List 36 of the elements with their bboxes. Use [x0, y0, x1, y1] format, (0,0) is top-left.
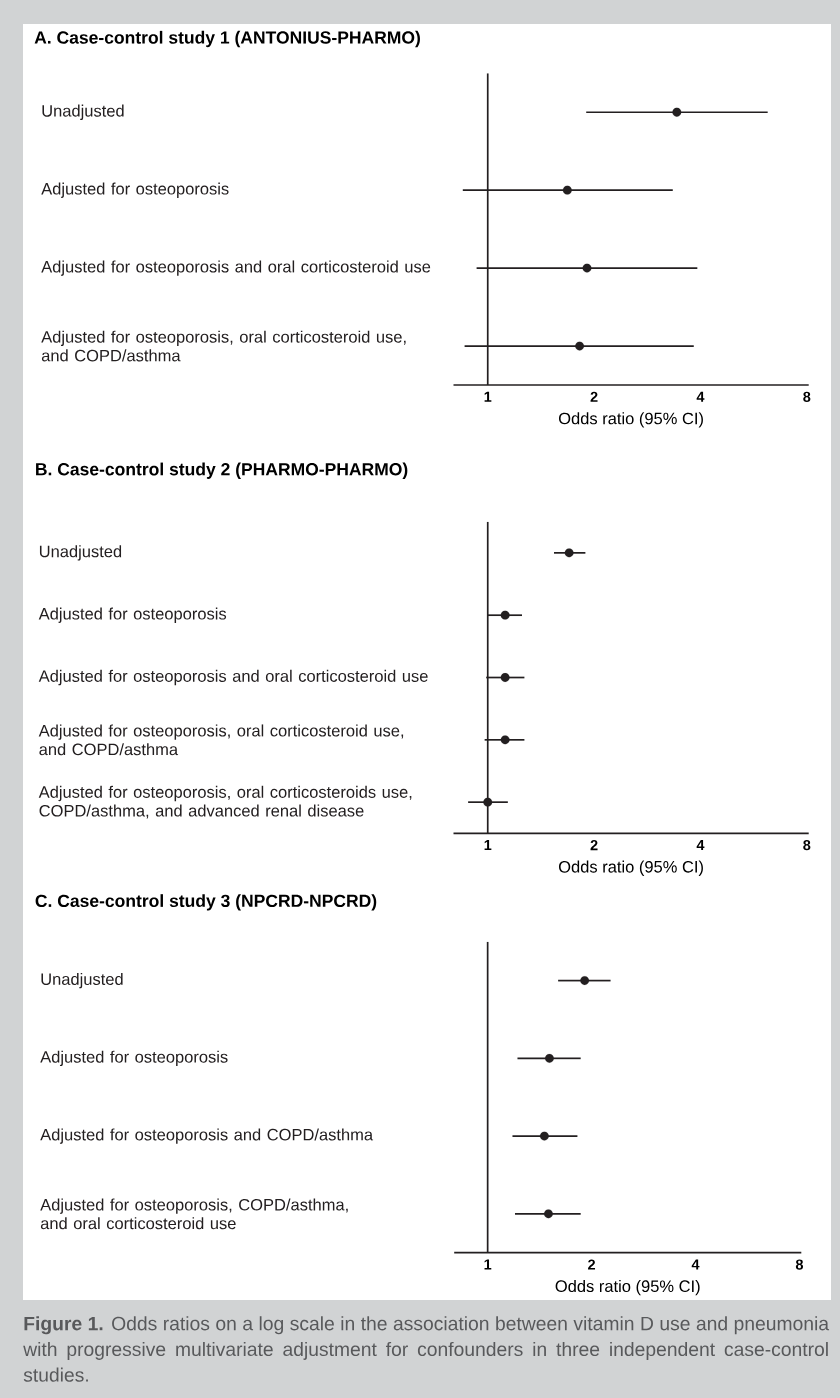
y-tick-label: Unadjusted	[39, 545, 122, 561]
text: A. Case-control study 1 (ANTONIUS-PHARMO)	[34, 30, 420, 48]
y-tick-label: Adjusted for osteoporosis	[40, 1050, 228, 1067]
y-tick-label: Adjusted for osteoporosis, COPD/asthma, and oral corticosteroid use	[40, 1198, 348, 1230]
y-tick-label: Adjusted for osteoporosis	[38, 607, 227, 623]
x-axis-title: Odds ratio (95% CI)	[558, 412, 703, 428]
x-tick-label: 1	[484, 1259, 492, 1270]
text: Figure 1. Odds ratios on a log scale in the association between vitamin D use and pneumonia with progressive multivariate adjustment for confounders in three independent case-control studies.	[23, 1316, 830, 1382]
point	[544, 1053, 554, 1063]
y-tick-label: Adjusted for osteoporosis	[41, 182, 229, 198]
y-tick-label: Adjusted for osteoporosis and oral corticosteroid use	[38, 669, 428, 686]
x-tick-label: 2	[588, 1259, 596, 1270]
y-tick-label: Unadjusted	[41, 972, 123, 989]
y-tick-label: Adjusted for osteoporosis, oral corticosteroid use, and COPD/asthma	[41, 330, 406, 362]
point	[539, 1131, 549, 1141]
x-tick-label: 4	[691, 1259, 700, 1270]
x-tick-label: 8	[803, 391, 811, 402]
x-axis-title: Odds ratio (95% CI)	[558, 860, 703, 876]
y-tick-label: Unadjusted	[42, 104, 124, 120]
y-tick-label: Adjusted for osteoporosis and COPD/asthma	[40, 1128, 374, 1144]
x-tick-label: 4	[696, 840, 705, 850]
point	[543, 1209, 553, 1219]
x-tick-label: 8	[803, 840, 811, 851]
x-tick-label: 2	[590, 391, 598, 402]
x-tick-label: 4	[696, 391, 705, 402]
y-tick-label: Adjusted for osteoporosis, oral corticosteroids use, COPD/asthma, and advanced renal disease	[38, 785, 412, 819]
x-tick-label: 2	[590, 840, 598, 851]
x-tick-label: 1	[484, 840, 492, 850]
text: B. Case-control study 2 (PHARMO-PHARMO)	[36, 462, 408, 479]
text: C. Case-control study 3 (NPCRD-NPCRD)	[35, 894, 377, 911]
point	[580, 976, 590, 986]
y-tick-label: Adjusted for osteoporosis, oral corticosteroid use, and COPD/asthma	[38, 724, 404, 756]
x-tick-label: 1	[484, 391, 492, 402]
x-axis-title: Odds ratio (95% CI)	[555, 1279, 700, 1296]
x-tick-label: 8	[795, 1259, 804, 1270]
y-tick-label: Adjusted for osteoporosis and oral corticosteroid use	[41, 260, 431, 276]
